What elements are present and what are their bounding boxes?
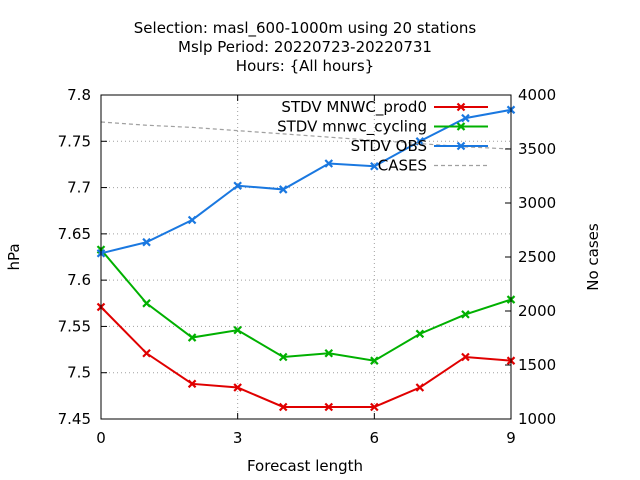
legend-marker	[456, 141, 466, 151]
data-point	[142, 237, 151, 247]
data-point	[278, 402, 288, 412]
x-tick-label: 3	[233, 429, 243, 447]
legend-marker	[456, 122, 466, 131]
data-point	[278, 185, 288, 194]
x-tick-label: 0	[96, 429, 106, 447]
y2-tick-label: 3000	[518, 194, 556, 212]
y2-tick-label: 1500	[518, 356, 556, 374]
y-tick-label: 7.75	[58, 132, 91, 150]
data-point	[415, 383, 425, 392]
legend-label: STDV mnwc_cycling	[277, 118, 427, 137]
title-line-3: Hours: {All hours}	[236, 57, 374, 75]
title-line-1: Selection: masl_600-1000m using 20 stati…	[134, 19, 477, 38]
y-tick-label: 7.65	[58, 225, 91, 243]
data-point	[278, 352, 288, 362]
legend-label: STDV OBS	[351, 137, 427, 155]
series-line	[100, 306, 512, 408]
y2-tick-label: 1000	[518, 410, 556, 428]
data-point	[461, 113, 470, 123]
series-line	[100, 121, 512, 150]
y-tick-label: 7.8	[67, 86, 91, 104]
data-point	[142, 348, 151, 358]
x-tick-label: 6	[370, 429, 380, 447]
y-tick-label: 7.55	[58, 317, 91, 335]
title-line-2: Mslp Period: 20220723-20220731	[178, 38, 432, 56]
chart-title: Selection: masl_600-1000m using 20 stati…	[134, 19, 477, 75]
y-tick-label: 7.45	[58, 410, 91, 428]
data-point	[415, 329, 425, 339]
legend-entry: STDV MNWC_prod0	[281, 98, 488, 117]
series-4	[100, 121, 512, 150]
data-point	[187, 379, 197, 389]
axis-ticks: 0 3 6 9 7.45 7.5 7.55 7.6 7.65 7.7 7.75 7.8 1000 1500…	[58, 86, 557, 447]
y2-axis-label: No cases	[584, 223, 602, 291]
series-3	[96, 105, 516, 258]
data-point	[142, 299, 151, 308]
data-point	[324, 348, 334, 358]
data-point	[233, 181, 242, 190]
y2-tick-label: 4000	[518, 86, 556, 104]
data-point	[324, 402, 334, 412]
series-line	[100, 108, 512, 255]
y-tick-label: 7.7	[67, 179, 91, 197]
legend-entry: STDV mnwc_cycling	[277, 118, 488, 137]
data-point	[370, 162, 379, 171]
legend-marker	[456, 102, 466, 112]
data-point	[233, 383, 242, 392]
y-tick-label: 7.5	[67, 364, 91, 382]
legend-label: CASES	[378, 157, 427, 175]
data-point	[187, 215, 197, 225]
legend-entry: STDV OBS	[351, 137, 488, 155]
series-2	[96, 245, 516, 365]
data-point	[324, 159, 334, 168]
legend-label: STDV MNWC_prod0	[281, 98, 427, 117]
x-tick-label: 9	[506, 429, 516, 447]
data-point	[233, 325, 242, 335]
data-point	[187, 333, 197, 342]
y2-tick-label: 2500	[518, 248, 556, 266]
data-point	[461, 352, 470, 362]
y2-tick-label: 3500	[518, 140, 556, 158]
y-tick-label: 7.6	[67, 271, 91, 289]
x-axis-label: Forecast length	[247, 457, 363, 475]
series-line	[100, 248, 512, 362]
data-point	[370, 402, 379, 412]
data-point	[461, 310, 470, 319]
legend-entry: CASES	[378, 157, 488, 175]
plot-frame	[100, 94, 512, 420]
y2-tick-label: 2000	[518, 302, 556, 320]
series-layer	[96, 105, 516, 412]
y-axis-label: hPa	[5, 243, 23, 270]
grid	[101, 95, 511, 419]
data-point	[370, 356, 379, 365]
